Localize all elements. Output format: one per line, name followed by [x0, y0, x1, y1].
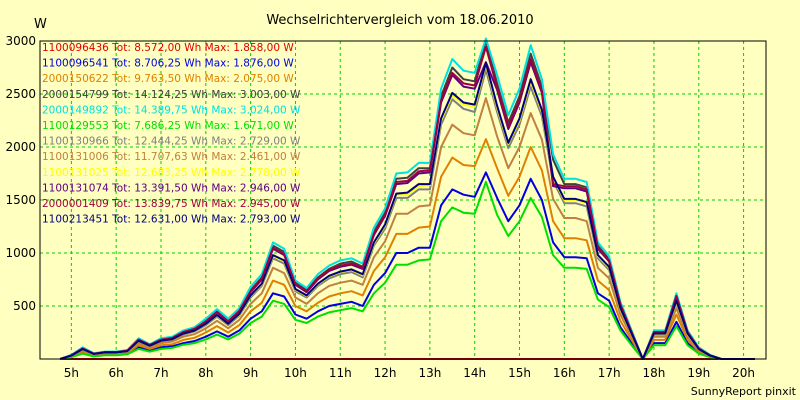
x-tick-label: 14h [463, 366, 486, 380]
footer-credit: SunnyReport pinxit [691, 385, 797, 398]
chart-title: Wechselrichtervergleich vom 18.06.2010 [266, 13, 533, 28]
y-tick-label: 1500 [5, 193, 36, 207]
legend-entry-7: 1100130966 Tot: 12.444,25 Wh Max: 2.729,… [42, 136, 301, 148]
x-tick-label: 18h [643, 366, 666, 380]
x-tick-label: 6h [109, 366, 124, 380]
y-tick-label: 2000 [5, 140, 36, 154]
legend: 1100096436 Tot: 8.572,00 Wh Max: 1.858,0… [42, 42, 301, 226]
y-tick-label: 2500 [5, 87, 36, 101]
legend-entry-4: 2000154799 Tot: 14.124,25 Wh Max: 3.003,… [42, 89, 301, 101]
x-tick-label: 20h [732, 366, 755, 380]
x-tick-label: 7h [153, 366, 168, 380]
x-tick-label: 19h [687, 366, 710, 380]
x-tick-label: 17h [598, 366, 621, 380]
series-line-12 [59, 61, 755, 360]
x-axis-ticks: 5h 6h 7h 8h 9h 10h 11h 12h 13h 14h 15h 16h 17h 18h 19h… [64, 366, 755, 380]
x-tick-label: 9h [243, 366, 258, 380]
legend-entry-10: 1100131074 Tot: 13.391,50 Wh Max: 2.946,… [42, 182, 301, 194]
legend-entry-9: 1100131025 Tot: 12.683,25 Wh Max: 2.778,… [42, 167, 301, 179]
y-tick-label: 1000 [5, 246, 36, 260]
x-tick-label: 16h [553, 366, 576, 380]
x-tick-label: 10h [284, 366, 307, 380]
plot-frame [39, 40, 767, 360]
legend-entry-6: 1100129553 Tot: 7.686,25 Wh Max: 1.671,0… [42, 120, 294, 132]
series-line-6 [60, 180, 755, 360]
legend-entry-11: 2000001409 Tot: 13.839,75 Wh Max: 2.945,… [42, 198, 301, 210]
legend-entry-8: 1100131006 Tot: 11.707,63 Wh Max: 2.461,… [42, 151, 301, 163]
y-tick-label: 3000 [5, 34, 36, 48]
legend-entry-12: 1100213451 Tot: 12.631,00 Wh Max: 2.793,… [42, 214, 301, 226]
x-tick-label: 15h [508, 366, 531, 380]
legend-entry-5: 2000149892 Tot: 14.389,75 Wh Max: 3.024,… [42, 104, 301, 116]
x-tick-label: 5h [64, 366, 79, 380]
legend-entry-1: 1100096436 Tot: 8.572,00 Wh Max: 1.858,0… [42, 42, 294, 54]
y-axis-unit: W [34, 17, 47, 32]
x-tick-label: 8h [198, 366, 213, 380]
legend-entry-2: 1100096541 Tot: 8.706,25 Wh Max: 1.876,0… [42, 58, 294, 70]
legend-entry-3: 2000150622 Tot: 9.763,50 Wh Max: 2.075,0… [42, 73, 294, 85]
x-tick-label: 11h [329, 366, 352, 380]
x-tick-label: 12h [374, 366, 397, 380]
y-axis-ticks: 500 1000 1500 2000 2500 3000 [5, 34, 36, 313]
x-tick-label: 13h [418, 366, 441, 380]
y-tick-label: 500 [13, 299, 36, 313]
